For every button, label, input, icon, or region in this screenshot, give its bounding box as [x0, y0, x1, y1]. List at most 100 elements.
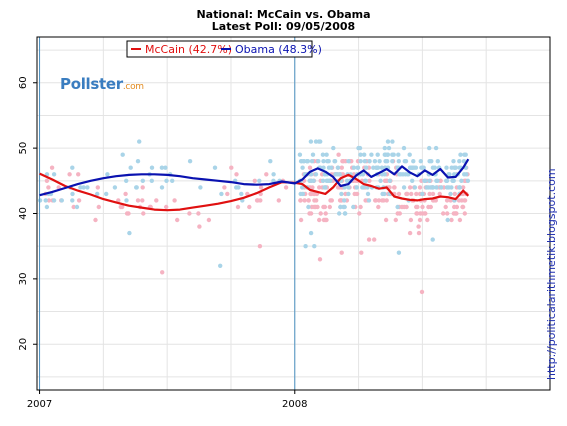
poll-point — [366, 198, 372, 203]
poll-point — [346, 185, 351, 190]
poll-point — [326, 159, 331, 164]
poll-point — [164, 178, 169, 183]
poll-point — [423, 178, 428, 183]
poll-point — [134, 185, 139, 190]
poll-point — [325, 178, 330, 183]
poll-point — [120, 152, 125, 157]
poll-point — [331, 145, 336, 151]
poll-point — [135, 198, 141, 203]
poll-point — [434, 185, 439, 190]
poll-point — [413, 165, 419, 170]
poll-point — [399, 204, 405, 210]
poll-point — [321, 159, 326, 164]
poll-point — [300, 165, 305, 170]
poll-point — [432, 165, 437, 170]
chart-subtitle: Latest Poll: 09/05/2008 — [211, 20, 356, 33]
poll-point — [149, 178, 154, 183]
poll-point — [257, 178, 262, 183]
poll-point — [377, 159, 382, 164]
poll-point — [362, 159, 367, 164]
poll-point — [367, 159, 372, 164]
poll-point — [298, 198, 303, 203]
poll-point — [441, 211, 446, 216]
poll-point — [459, 178, 464, 183]
poll-point — [444, 178, 450, 183]
poll-point — [70, 165, 75, 170]
poll-point — [430, 191, 436, 197]
poll-point — [335, 165, 341, 170]
poll-point — [93, 217, 98, 223]
poll-points — [37, 139, 471, 295]
poll-point — [346, 191, 351, 197]
poll-point — [234, 172, 239, 177]
poll-point — [135, 159, 141, 164]
poll-point — [46, 198, 52, 203]
poll-point — [268, 159, 273, 164]
poll-point — [175, 217, 180, 223]
poll-point — [407, 152, 412, 157]
poll-point — [450, 178, 455, 183]
poll-point — [366, 237, 372, 242]
poll-point — [187, 211, 192, 216]
poll-point — [416, 230, 422, 236]
poll-point — [116, 198, 121, 203]
poll-point — [452, 191, 457, 197]
poll-point — [393, 217, 398, 223]
poll-point — [137, 139, 142, 144]
watermark-url[interactable]: http://politicalarithmetik.blogspot.com — [545, 168, 558, 380]
poll-point — [373, 198, 378, 203]
poll-point — [308, 230, 314, 236]
poll-point — [78, 185, 83, 190]
poll-point — [374, 165, 380, 170]
poll-point — [332, 159, 337, 164]
poll-point — [160, 270, 165, 275]
poll-point — [159, 165, 165, 170]
poll-point — [405, 191, 410, 197]
poll-point — [140, 198, 145, 203]
mccain-trend-line — [39, 172, 470, 212]
poll-point — [164, 204, 169, 210]
poll-point — [401, 145, 407, 151]
poll-point — [339, 165, 344, 170]
poll-point — [300, 185, 305, 190]
poll-point — [124, 178, 129, 183]
poll-point — [462, 198, 468, 203]
poll-point — [271, 178, 276, 183]
poll-point — [364, 165, 369, 170]
poll-point — [196, 211, 201, 216]
poll-point — [448, 191, 453, 197]
poll-point — [76, 172, 81, 177]
poll-point — [420, 204, 425, 210]
poll-point — [358, 152, 363, 157]
poll-point — [418, 159, 423, 164]
poll-point — [390, 159, 395, 164]
poll-point — [140, 178, 145, 183]
poll-point — [378, 178, 383, 183]
poll-point — [298, 191, 303, 197]
poll-point — [258, 198, 263, 203]
poll-point — [118, 204, 124, 210]
poll-point — [124, 198, 129, 203]
poll-point — [427, 159, 432, 164]
poll-point — [276, 198, 281, 203]
poll-point — [128, 165, 133, 170]
poll-point — [417, 217, 423, 223]
poll-point — [74, 204, 80, 210]
poll-point — [37, 198, 43, 203]
poll-point — [337, 198, 343, 203]
poll-point — [218, 263, 223, 268]
poll-point — [462, 152, 467, 157]
poll-point — [458, 152, 463, 157]
poll-point — [315, 204, 320, 210]
poll-point — [81, 185, 86, 190]
poll-point — [46, 185, 51, 190]
poll-point — [360, 185, 365, 190]
poll-point — [351, 204, 356, 210]
poll-point — [346, 159, 351, 164]
poll-point — [396, 152, 401, 157]
poll-point — [443, 204, 448, 210]
poll-point — [317, 217, 322, 223]
poll-point — [302, 198, 307, 203]
poll-point — [59, 198, 64, 203]
